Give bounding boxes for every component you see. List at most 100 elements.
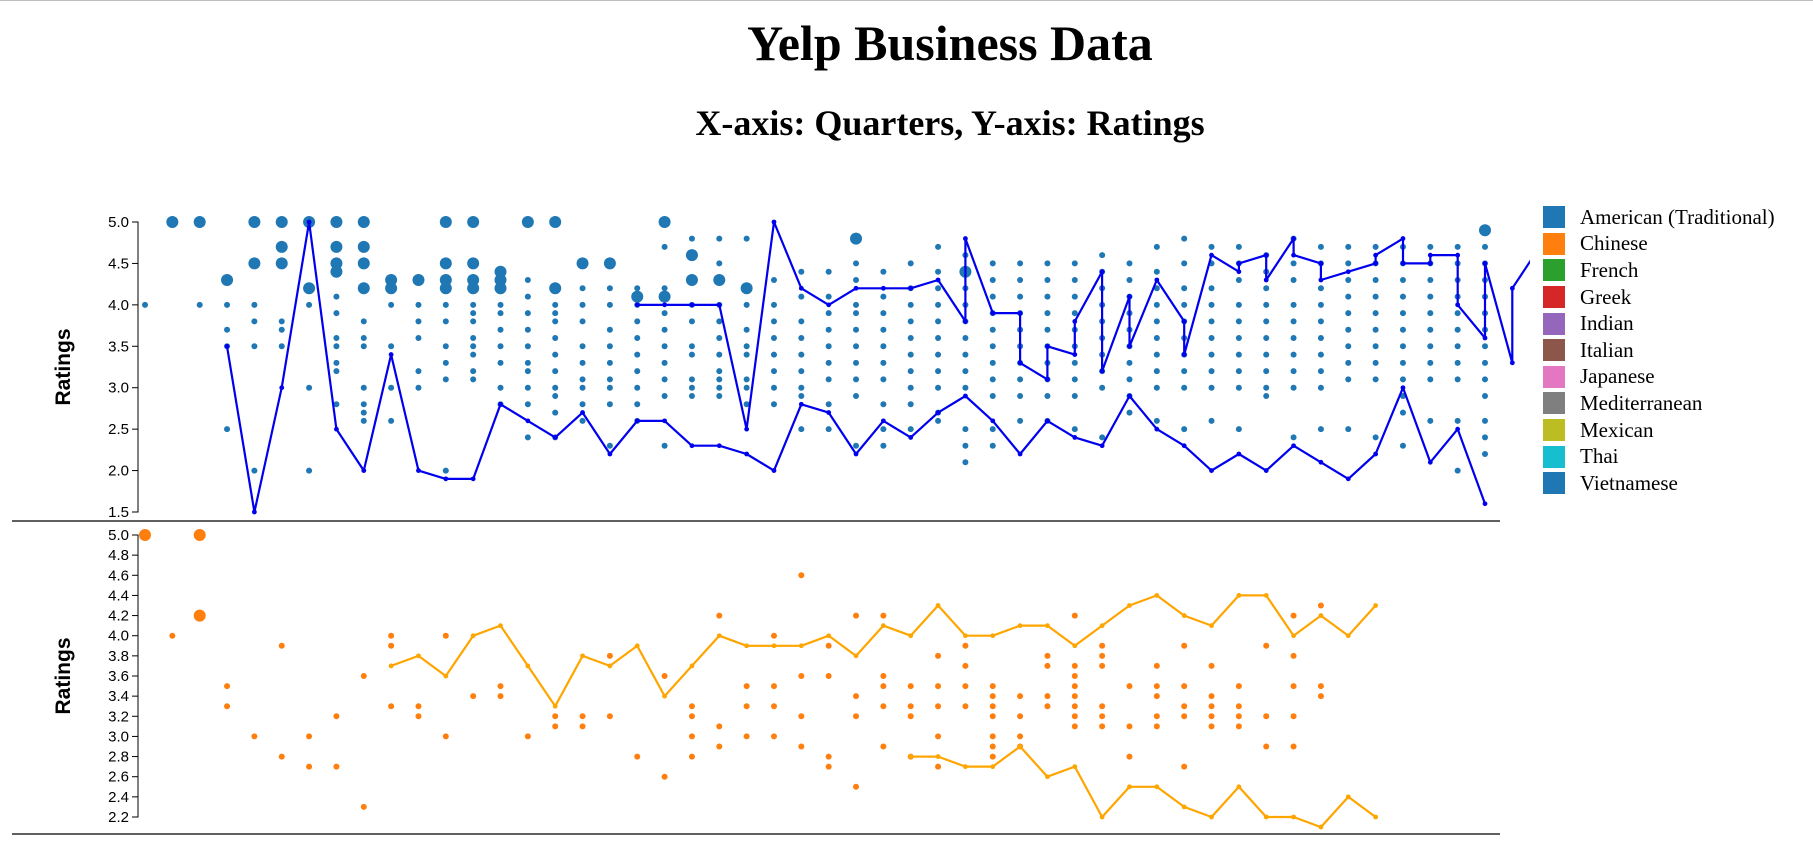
data-point xyxy=(1071,662,1078,669)
data-point xyxy=(1208,335,1215,341)
legend-item[interactable]: Mediterranean xyxy=(1543,390,1775,417)
low-rating-line-point xyxy=(470,476,476,482)
data-point xyxy=(880,743,887,750)
data-point xyxy=(388,343,395,350)
data-point xyxy=(716,351,723,358)
data-point xyxy=(1263,285,1270,292)
data-point xyxy=(962,442,969,449)
low-rating-line-point xyxy=(1373,451,1379,457)
data-point xyxy=(661,442,668,449)
data-point xyxy=(1099,252,1106,259)
data-point xyxy=(770,301,777,308)
data-point xyxy=(880,326,887,333)
data-point xyxy=(1153,243,1160,250)
data-point xyxy=(880,359,887,366)
avg-rating-line-point xyxy=(1263,593,1269,598)
data-point xyxy=(1071,693,1078,700)
data-point xyxy=(1153,285,1160,292)
data-point xyxy=(497,683,504,690)
data-point xyxy=(880,343,887,350)
data-point xyxy=(1482,393,1488,399)
y-tick-label: 2.6 xyxy=(108,769,129,786)
data-point xyxy=(1345,343,1352,350)
data-point xyxy=(470,310,477,317)
avg-rating-line-point xyxy=(1154,593,1160,598)
legend-item[interactable]: Mexican xyxy=(1543,417,1775,444)
data-point xyxy=(716,743,723,750)
data-point xyxy=(989,277,996,283)
legend-item[interactable]: Thai xyxy=(1543,443,1775,470)
data-point xyxy=(1372,293,1379,300)
y-tick: 3.2 xyxy=(108,708,138,725)
low-rating-line-point xyxy=(416,468,421,473)
data-point xyxy=(251,318,258,325)
data-point xyxy=(825,753,832,760)
data-point xyxy=(470,335,477,341)
data-point xyxy=(853,693,860,700)
data-point xyxy=(579,301,586,308)
data-point xyxy=(1454,467,1461,474)
data-point xyxy=(962,662,969,669)
data-point xyxy=(1071,426,1078,433)
data-point xyxy=(1208,703,1215,710)
data-point xyxy=(798,368,805,375)
data-point xyxy=(1372,376,1379,383)
avg-rating-line-point xyxy=(716,633,722,639)
data-point xyxy=(825,326,832,333)
data-point xyxy=(825,426,832,433)
data-point xyxy=(935,268,942,275)
y-tick-label: 4.2 xyxy=(108,608,129,625)
avg-rating-line-point xyxy=(1154,277,1160,283)
data-point xyxy=(770,318,777,325)
data-point xyxy=(825,642,832,649)
low-rating-line-point xyxy=(853,451,859,457)
legend-item[interactable]: Indian xyxy=(1543,310,1775,337)
legend-item[interactable]: Italian xyxy=(1543,337,1775,364)
data-point xyxy=(634,384,641,391)
data-point xyxy=(935,703,942,710)
legend-item[interactable]: Vietnamese xyxy=(1543,470,1775,497)
data-point xyxy=(1208,368,1215,375)
legend-item[interactable]: Japanese xyxy=(1543,364,1775,391)
data-point xyxy=(1235,683,1242,690)
data-point xyxy=(853,713,860,720)
data-point xyxy=(1153,693,1160,700)
legend-item[interactable]: French xyxy=(1543,257,1775,284)
data-point xyxy=(935,301,942,308)
data-point xyxy=(1454,417,1461,424)
data-point xyxy=(1290,368,1297,375)
low-rating-line-point xyxy=(634,418,640,424)
min-rating-line-point xyxy=(1072,764,1078,770)
data-point xyxy=(1399,359,1406,366)
low-rating-line-point xyxy=(498,401,503,407)
data-point xyxy=(989,693,996,700)
avg-rating-line-point xyxy=(1291,236,1296,241)
data-point xyxy=(798,293,805,300)
data-point xyxy=(634,318,641,325)
data-point xyxy=(1235,426,1242,433)
data-point xyxy=(333,310,340,317)
data-point xyxy=(439,282,452,295)
avg-rating-line-point xyxy=(1509,285,1515,291)
y-tick-label: 1.5 xyxy=(108,504,129,521)
data-point xyxy=(716,723,723,730)
data-point xyxy=(880,293,887,300)
low-rating-line-point xyxy=(607,451,613,457)
data-point xyxy=(224,426,231,433)
data-point xyxy=(1208,384,1215,391)
data-point xyxy=(552,384,559,391)
data-point xyxy=(579,343,586,350)
avg-rating-line-point xyxy=(1017,310,1023,316)
data-point xyxy=(1044,326,1051,333)
legend-item[interactable]: Greek xyxy=(1543,284,1775,311)
data-point xyxy=(1044,693,1051,700)
data-point xyxy=(1263,713,1270,720)
data-point xyxy=(497,384,504,391)
data-point xyxy=(1153,713,1160,720)
data-point xyxy=(415,703,422,710)
data-point xyxy=(1208,662,1215,669)
data-point xyxy=(388,417,395,424)
legend-item[interactable]: American (Traditional) xyxy=(1543,204,1775,231)
legend-item[interactable]: Chinese xyxy=(1543,231,1775,258)
data-point xyxy=(224,683,231,690)
